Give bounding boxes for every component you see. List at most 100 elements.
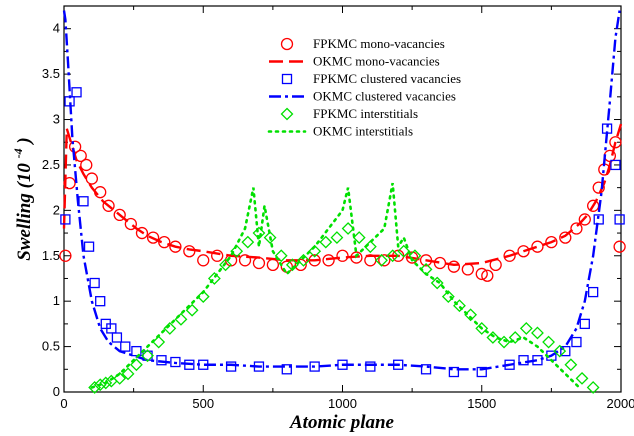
data-point xyxy=(575,371,589,385)
y-axis-label-group: Swelling (10 -4 ) xyxy=(6,137,35,260)
data-point xyxy=(542,335,556,349)
data-point xyxy=(135,226,149,240)
y-axis-label: Swelling xyxy=(14,193,35,261)
data-point xyxy=(197,254,210,267)
data-point xyxy=(163,322,177,335)
x-tick-label: 1500 xyxy=(467,396,496,411)
y-tick-label: 3 xyxy=(53,112,60,127)
data-point xyxy=(285,258,299,272)
data-point xyxy=(263,231,277,245)
x-axis-label: Atomic plane xyxy=(289,412,395,433)
data-point xyxy=(80,158,93,172)
data-point xyxy=(553,344,567,358)
series-line xyxy=(90,182,581,389)
series-line xyxy=(62,10,621,371)
data-point xyxy=(441,290,455,304)
legend-label: OKMC mono-vacancies xyxy=(313,54,440,69)
y-axis-unit-base: (10 xyxy=(14,163,35,189)
svg-text:Swelling (10: Swelling (10 -4 ) xyxy=(6,137,35,260)
data-point xyxy=(142,350,153,361)
data-point xyxy=(146,231,160,244)
data-point xyxy=(93,378,107,392)
data-point xyxy=(274,249,288,263)
series-line xyxy=(62,123,623,267)
data-point xyxy=(519,322,533,335)
data-point xyxy=(531,240,544,253)
data-point xyxy=(129,358,143,372)
data-point xyxy=(106,323,117,334)
data-point xyxy=(99,376,113,390)
data-point xyxy=(322,254,335,267)
data-point xyxy=(89,277,100,289)
data-point xyxy=(447,260,461,273)
y-tick-label: 0 xyxy=(53,384,60,399)
data-point xyxy=(560,345,571,357)
data-point xyxy=(570,222,583,235)
y-axis-unit-close: ) xyxy=(14,137,35,145)
data-point xyxy=(531,326,544,340)
data-point xyxy=(170,356,181,368)
series-1 xyxy=(62,123,623,267)
data-point xyxy=(375,253,388,267)
data-point xyxy=(219,258,232,272)
data-point xyxy=(71,87,82,98)
legend-label: FPKMC mono-vacancies xyxy=(313,36,445,51)
data-point xyxy=(156,355,167,366)
plot-area xyxy=(63,5,622,393)
data-point xyxy=(592,181,605,194)
data-point xyxy=(207,272,221,285)
data-point xyxy=(564,358,578,372)
data-point xyxy=(518,355,529,366)
data-point xyxy=(588,286,599,298)
data-point xyxy=(102,199,115,212)
y-tick-label: 1.5 xyxy=(42,248,60,263)
data-point xyxy=(113,371,127,385)
data-point xyxy=(281,364,292,375)
data-point xyxy=(113,208,126,222)
legend-label: FPKMC interstitials xyxy=(313,106,418,121)
data-point xyxy=(517,245,530,258)
legend-marker xyxy=(280,107,294,121)
data-point xyxy=(614,214,625,225)
data-point xyxy=(397,244,411,258)
y-axis-unit-exp: -4 xyxy=(11,148,25,158)
data-point xyxy=(297,253,310,267)
data-point xyxy=(241,235,255,249)
y-tick-label: 3.5 xyxy=(42,66,60,81)
series-0 xyxy=(59,136,626,282)
data-point xyxy=(475,322,489,335)
data-point xyxy=(60,214,71,225)
data-point xyxy=(578,213,591,226)
data-point xyxy=(386,249,400,263)
y-tick-label: 2 xyxy=(53,202,60,217)
data-point xyxy=(481,269,494,282)
data-point xyxy=(308,244,322,258)
data-point xyxy=(330,231,344,245)
x-tick-label: 2000 xyxy=(607,396,634,411)
data-point xyxy=(196,290,210,304)
data-point xyxy=(111,332,123,343)
data-point xyxy=(593,214,604,225)
data-point xyxy=(141,349,154,363)
x-tick-label: 1000 xyxy=(328,396,357,411)
legend-label: OKMC interstitials xyxy=(313,124,413,139)
legend-marker xyxy=(280,37,294,51)
data-point xyxy=(571,336,582,348)
data-point xyxy=(238,254,252,267)
data-point xyxy=(430,276,444,290)
data-point xyxy=(211,249,224,262)
y-tick-label: 0.5 xyxy=(42,339,60,354)
data-point xyxy=(408,249,422,263)
legend-label: FPKMC clustered vacancies xyxy=(313,71,461,86)
data-point xyxy=(365,361,376,372)
data-point xyxy=(420,364,432,375)
legend: FPKMC mono-vacancies OKMC mono-vacancies F… xyxy=(267,36,461,139)
data-point xyxy=(352,231,366,245)
y-tick-label: 4 xyxy=(53,21,60,36)
data-point xyxy=(121,367,135,381)
data-point xyxy=(230,244,244,258)
data-point xyxy=(294,258,307,271)
data-point xyxy=(59,249,72,262)
data-point xyxy=(185,303,199,317)
